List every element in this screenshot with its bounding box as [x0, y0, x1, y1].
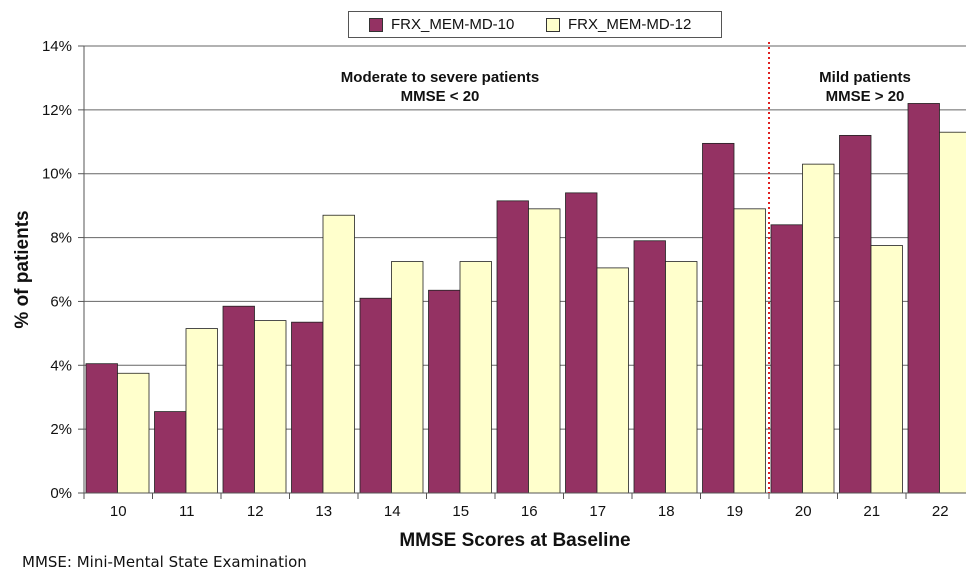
x-tick-label: 14 [384, 503, 401, 520]
bar-series-1 [86, 364, 118, 493]
x-tick-label: 13 [315, 503, 332, 520]
legend-item-series-1: FRX_MEM-MD-10 [369, 16, 514, 33]
bar-series-1 [771, 225, 803, 493]
bar-series-2 [597, 268, 629, 493]
y-axis-title: % of patients [12, 210, 33, 328]
y-tick-label: 2% [50, 421, 72, 438]
y-tick-label: 6% [50, 293, 72, 310]
y-tick-label: 8% [50, 230, 72, 247]
bar-series-1 [566, 193, 598, 493]
x-tick-label: 12 [247, 503, 264, 520]
annotation-moderate-severe-line2: MMSE < 20 [290, 87, 590, 106]
x-tick-label: 11 [179, 503, 195, 520]
y-tick-label: 14% [42, 38, 72, 55]
x-tick-label: 19 [726, 503, 743, 520]
bar-series-2 [871, 246, 903, 493]
bar-series-1 [223, 306, 255, 493]
legend-item-series-2: FRX_MEM-MD-12 [546, 16, 691, 33]
bar-series-1 [360, 298, 392, 493]
bar-series-2 [118, 373, 150, 493]
bar-series-2 [323, 215, 355, 493]
x-tick-label: 15 [452, 503, 469, 520]
legend-label-series-1: FRX_MEM-MD-10 [391, 16, 514, 33]
x-tick-label: 17 [589, 503, 606, 520]
bar-series-1 [497, 201, 529, 493]
bar-series-2 [186, 329, 218, 493]
x-tick-label: 21 [863, 503, 880, 520]
bar-series-1 [840, 135, 872, 493]
x-axis-title: MMSE Scores at Baseline [399, 530, 630, 551]
bar-series-1 [908, 103, 940, 493]
annotation-moderate-severe: Moderate to severe patients MMSE < 20 [290, 68, 590, 106]
bar-series-2 [940, 132, 966, 493]
bar-series-2 [666, 262, 698, 493]
bar-series-2 [529, 209, 561, 493]
bar-series-2 [803, 164, 835, 493]
y-tick-label: 4% [50, 357, 72, 374]
annotation-mild-line1: Mild patients [790, 68, 940, 87]
legend: FRX_MEM-MD-10 FRX_MEM-MD-12 [348, 11, 722, 38]
legend-swatch-series-1 [369, 18, 383, 32]
annotation-moderate-severe-line1: Moderate to severe patients [290, 68, 590, 87]
bar-series-2 [255, 321, 287, 493]
bar-series-1 [292, 322, 324, 493]
y-tick-label: 0% [50, 485, 72, 502]
bar-series-2 [460, 262, 492, 493]
legend-swatch-series-2 [546, 18, 560, 32]
y-tick-label: 12% [42, 102, 72, 119]
bar-series-1 [155, 412, 187, 493]
bar-series-2 [392, 262, 424, 493]
x-tick-label: 18 [658, 503, 675, 520]
bar-series-1 [703, 143, 735, 493]
x-tick-label: 20 [795, 503, 812, 520]
footnote: MMSE: Mini-Mental State Examination [22, 553, 307, 571]
bar-series-2 [734, 209, 766, 493]
x-tick-label: 10 [110, 503, 127, 520]
annotation-mild-line2: MMSE > 20 [790, 87, 940, 106]
y-tick-label: 10% [42, 166, 72, 183]
legend-label-series-2: FRX_MEM-MD-12 [568, 16, 691, 33]
bar-series-1 [634, 241, 666, 493]
bar-series-1 [429, 290, 461, 493]
x-tick-label: 22 [932, 503, 949, 520]
annotation-mild: Mild patients MMSE > 20 [790, 68, 940, 106]
x-tick-label: 16 [521, 503, 538, 520]
